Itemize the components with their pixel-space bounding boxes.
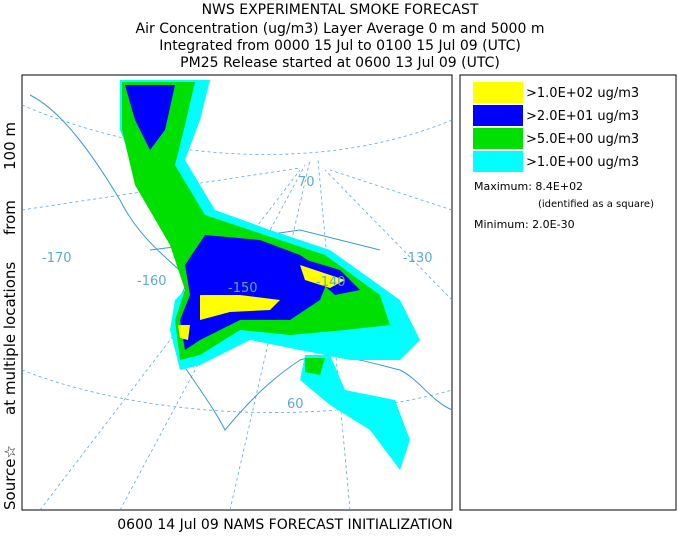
map-label: 60 <box>287 397 304 412</box>
footer: 0600 14 Jul 09 NAMS FORECAST INITIALIZAT… <box>117 517 452 532</box>
legend-swatch <box>473 105 523 126</box>
side-label-part: Source☆ <box>1 445 19 510</box>
map-label: -160 <box>137 274 167 289</box>
coastline <box>29 94 453 431</box>
side-label-part: 100 m <box>1 122 19 170</box>
legend-label: >1.0E+02 ug/m3 <box>526 86 639 101</box>
legend-label: >5.0E+00 ug/m3 <box>526 132 639 147</box>
side-label-part: at multiple locations <box>1 262 19 415</box>
map-label: -140 <box>316 275 346 290</box>
subtitle: Air Concentration (ug/m3) Layer Average … <box>136 21 545 37</box>
legend-swatch <box>473 151 523 172</box>
side-label: Source☆ at multiple locations from 100 m <box>1 122 19 510</box>
legend-label: >1.0E+00 ug/m3 <box>526 155 639 170</box>
maximum: Maximum: 8.4E+02 <box>474 180 583 193</box>
graticule <box>21 369 453 413</box>
side-label-part: from <box>1 200 19 235</box>
legend-label: >2.0E+01 ug/m3 <box>526 109 639 124</box>
legend-swatch <box>473 82 523 103</box>
legend-swatch <box>473 128 523 149</box>
max-note: (identified as a square) <box>538 199 654 210</box>
title: NWS EXPERIMENTAL SMOKE FORECAST <box>202 2 479 18</box>
map-label: -170 <box>42 251 72 266</box>
map-label: -150 <box>228 281 258 296</box>
contour-3 <box>125 85 360 350</box>
subtitle: PM25 Release started at 0600 13 Jul 09 (… <box>180 55 500 71</box>
map-label: -130 <box>403 251 433 266</box>
minimum: Minimum: 2.0E-30 <box>474 218 575 231</box>
contour-4 <box>178 265 345 340</box>
map: -170 -160 -150 -140 -130 70 60 <box>21 80 453 511</box>
subtitle: Integrated from 0000 15 Jul to 0100 15 J… <box>159 38 521 54</box>
legend: >1.0E+02 ug/m3 >2.0E+01 ug/m3 >5.0E+00 ug/… <box>473 82 639 172</box>
map-label: 70 <box>298 175 315 190</box>
